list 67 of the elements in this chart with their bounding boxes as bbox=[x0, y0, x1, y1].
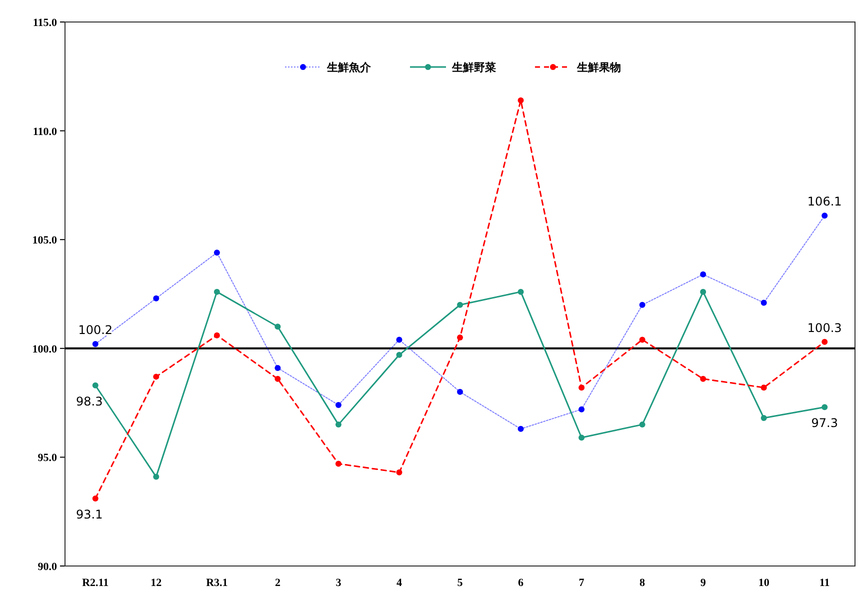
legend-label: 生鮮果物 bbox=[576, 61, 621, 74]
y-tick-label: 115.0 bbox=[32, 17, 58, 29]
point bbox=[578, 406, 585, 412]
point bbox=[396, 336, 402, 343]
point bbox=[396, 469, 402, 476]
point bbox=[639, 302, 646, 308]
y-tick-label: 100.0 bbox=[32, 343, 58, 356]
x-tick-label: 11 bbox=[819, 577, 830, 589]
x-tick-label: 12 bbox=[150, 577, 162, 589]
point bbox=[700, 288, 706, 295]
point bbox=[822, 404, 828, 410]
x-tick-label: 10 bbox=[758, 577, 770, 589]
legend-label: 生鮮魚介 bbox=[326, 61, 372, 74]
point bbox=[822, 338, 828, 345]
x-tick-label: 8 bbox=[640, 577, 646, 589]
point bbox=[639, 336, 646, 343]
x-tick-label: 3 bbox=[336, 577, 342, 589]
point bbox=[700, 271, 706, 278]
data-label: 106.1 bbox=[807, 194, 842, 209]
point bbox=[274, 324, 281, 330]
y-tick-label: 105.0 bbox=[32, 234, 58, 247]
point bbox=[639, 422, 646, 428]
data-label: 97.3 bbox=[811, 416, 838, 430]
point bbox=[335, 422, 342, 428]
point bbox=[335, 402, 342, 408]
x-tick-label: 4 bbox=[396, 577, 402, 589]
point bbox=[457, 388, 463, 395]
point bbox=[700, 376, 706, 382]
point bbox=[518, 97, 524, 104]
point bbox=[214, 250, 220, 256]
point bbox=[518, 426, 524, 432]
point bbox=[153, 474, 160, 480]
point bbox=[457, 334, 463, 341]
point bbox=[153, 374, 160, 380]
point bbox=[760, 415, 767, 422]
x-tick-label: R3.1 bbox=[206, 577, 228, 589]
data-label: 100.2 bbox=[78, 323, 113, 338]
y-tick-label: 95.0 bbox=[38, 452, 58, 464]
x-tick-label: 2 bbox=[274, 577, 281, 589]
x-tick-label: R2.11 bbox=[82, 577, 109, 589]
point bbox=[92, 341, 98, 348]
point bbox=[578, 434, 585, 441]
point bbox=[822, 212, 828, 219]
x-tick-label: 9 bbox=[700, 577, 706, 589]
point bbox=[518, 288, 524, 295]
point bbox=[760, 300, 767, 306]
x-tick-label: 7 bbox=[578, 577, 585, 589]
point bbox=[214, 332, 220, 338]
legend-label: 生鮮野菜 bbox=[451, 61, 496, 74]
point bbox=[457, 302, 463, 308]
point bbox=[153, 295, 160, 302]
point bbox=[396, 352, 402, 358]
x-tick-label: 5 bbox=[457, 577, 464, 589]
point bbox=[335, 460, 342, 467]
point bbox=[214, 288, 220, 295]
point bbox=[274, 376, 281, 382]
data-label: 98.3 bbox=[76, 394, 103, 408]
point bbox=[274, 364, 281, 371]
data-label: 100.3 bbox=[807, 320, 842, 335]
point bbox=[92, 496, 98, 502]
y-tick-label: 110.0 bbox=[32, 126, 58, 138]
data-label: 93.1 bbox=[76, 508, 103, 522]
y-tick-label: 90.0 bbox=[38, 561, 58, 573]
point bbox=[92, 382, 98, 388]
point bbox=[760, 384, 767, 391]
point bbox=[578, 384, 585, 391]
x-tick-label: 6 bbox=[518, 577, 524, 589]
